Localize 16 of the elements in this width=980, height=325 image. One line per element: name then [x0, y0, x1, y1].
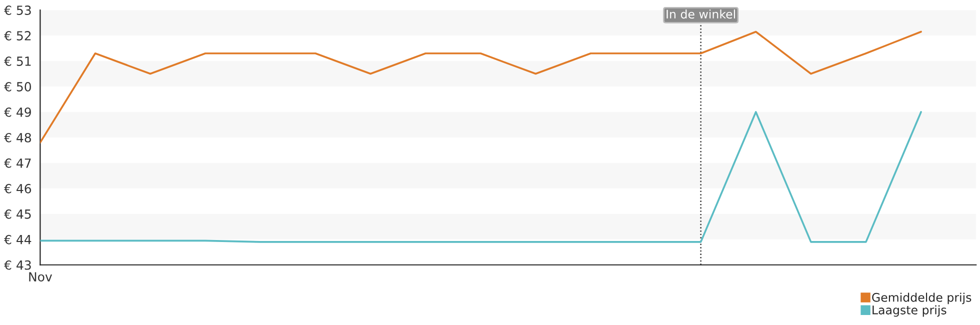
legend-label: Gemiddelde prijs — [872, 292, 972, 304]
y-tick-label: € 45 — [4, 209, 31, 219]
y-tick-label: € 44 — [4, 234, 32, 244]
y-tick-label: € 49 — [4, 107, 31, 117]
y-tick-label: € 43 — [4, 260, 31, 270]
y-tick-label: € 46 — [4, 184, 32, 194]
y-tick-label: € 52 — [4, 31, 31, 40]
x-tick-label: Nov — [29, 272, 52, 282]
y-tick-label: € 47 — [4, 158, 31, 168]
line-series — [40, 30, 922, 144]
y-tick-label: € 48 — [4, 132, 31, 142]
y-tick-label: € 53 — [4, 6, 31, 15]
annotation: In de winkel — [666, 9, 736, 19]
legend-label: Laagste prijs — [872, 305, 946, 317]
y-tick-label: € 51 — [4, 56, 31, 66]
y-tick-label: € 50 — [4, 82, 32, 92]
